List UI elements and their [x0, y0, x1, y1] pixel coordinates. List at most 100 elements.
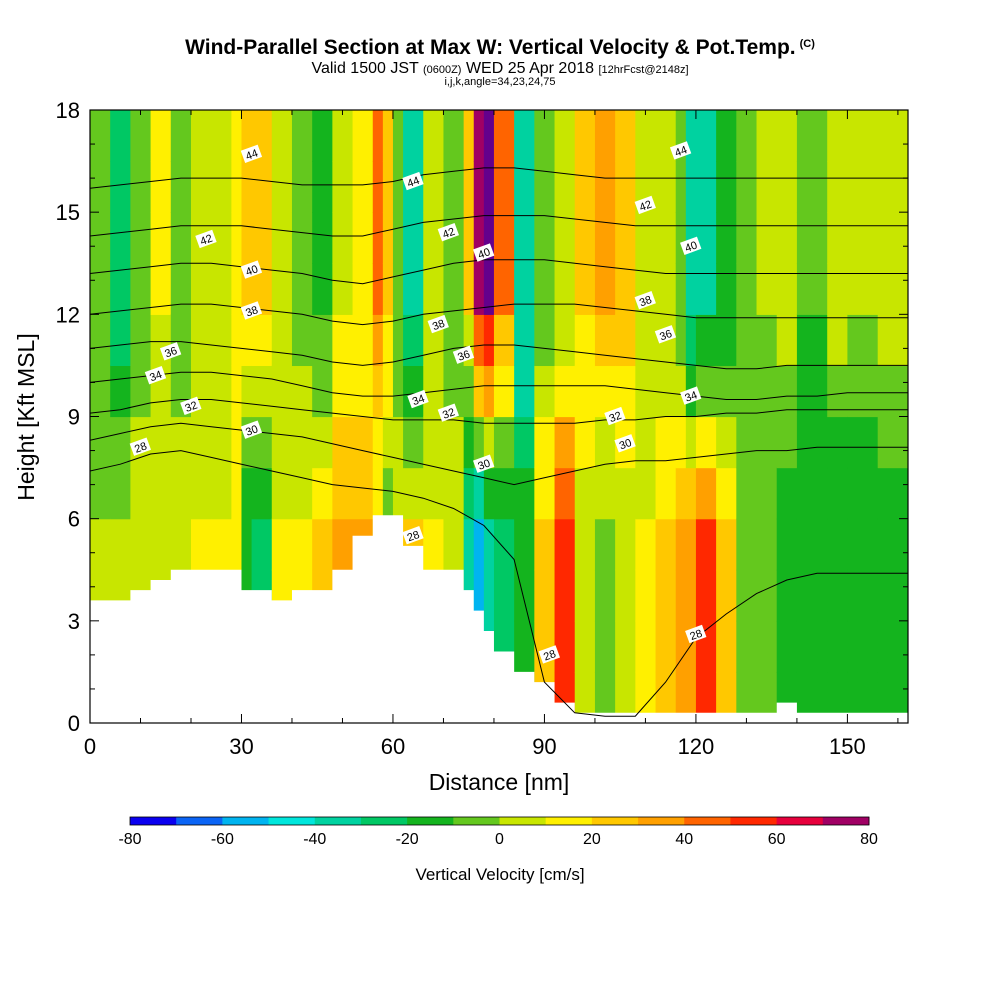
velocity-cell	[514, 569, 535, 622]
velocity-cell	[352, 212, 374, 264]
velocity-cell	[675, 263, 687, 315]
isentrope-34	[90, 371, 908, 400]
velocity-cell	[150, 212, 172, 264]
velocity-cell	[776, 416, 798, 469]
velocity-cell	[392, 110, 404, 162]
velocity-cell	[110, 314, 131, 367]
velocity-cell	[796, 212, 828, 264]
velocity-cell	[463, 212, 475, 264]
velocity-cell	[382, 110, 394, 162]
contour-label: 32	[604, 406, 626, 426]
velocity-cell	[776, 569, 798, 622]
velocity-cell	[756, 467, 778, 520]
velocity-cell	[443, 110, 465, 162]
velocity-cell	[211, 161, 232, 213]
velocity-cell	[877, 518, 908, 571]
velocity-cell	[110, 110, 131, 162]
contour-label-text: 42	[638, 199, 654, 214]
velocity-cell	[382, 263, 394, 315]
velocity-cell	[827, 671, 849, 723]
velocity-cell	[251, 212, 273, 264]
velocity-cell	[534, 161, 556, 213]
velocity-cell	[655, 569, 677, 622]
velocity-cell	[483, 365, 495, 418]
contour-label-text: 44	[673, 144, 689, 159]
velocity-cell	[423, 518, 445, 571]
velocity-cell	[463, 518, 475, 571]
velocity-cell	[291, 467, 313, 520]
velocity-cell	[716, 365, 737, 418]
valid-utc: (0600Z)	[422, 64, 462, 76]
velocity-cell	[756, 263, 778, 315]
velocity-cell	[796, 263, 828, 315]
velocity-cell	[695, 110, 717, 162]
velocity-cell	[736, 161, 758, 213]
colorbar: -80 -60 -40 -20 0 20 40 60 80	[118, 816, 878, 848]
velocity-cell	[574, 518, 596, 571]
velocity-cell	[443, 416, 465, 469]
velocity-cell	[695, 365, 717, 418]
velocity-cell	[110, 263, 131, 315]
contour-label-text: 34	[148, 369, 164, 384]
velocity-cell	[574, 569, 596, 622]
contour-label-bg	[685, 624, 707, 644]
contour-label-text: 38	[431, 318, 447, 333]
velocity-cell	[655, 671, 677, 723]
contour-label: 38	[634, 291, 656, 310]
velocity-cell	[877, 212, 908, 264]
velocity-cell	[685, 212, 697, 264]
velocity-cell	[594, 671, 616, 723]
velocity-cell	[796, 161, 828, 213]
velocity-cell	[473, 467, 485, 520]
velocity-cell	[716, 569, 737, 622]
velocity-cell	[372, 365, 384, 418]
velocity-cell	[90, 416, 111, 469]
velocity-cell	[615, 212, 636, 264]
velocity-cell	[463, 467, 475, 520]
velocity-cell	[776, 110, 798, 162]
velocity-cell	[514, 314, 535, 367]
contour-label-text: 44	[406, 175, 422, 190]
velocity-cell	[110, 416, 131, 469]
velocity-cell	[291, 416, 313, 469]
velocity-cell	[756, 620, 778, 673]
velocity-cell	[635, 314, 657, 367]
velocity-cell	[170, 110, 192, 162]
contour-label-bg	[195, 229, 217, 249]
velocity-cell	[463, 314, 475, 367]
velocity-cell	[493, 416, 515, 469]
grid-info: i,j,k,angle=34,23,24,75	[444, 76, 556, 88]
velocity-cell	[483, 161, 495, 213]
velocity-cell	[473, 569, 485, 622]
velocity-cell	[130, 161, 152, 213]
contour-label-bg	[614, 434, 636, 453]
velocity-cell	[130, 110, 152, 162]
velocity-cell	[463, 110, 475, 162]
colorbar-swatch	[684, 817, 731, 825]
velocity-cell	[473, 212, 485, 264]
colorbar-tick-label: 80	[860, 831, 878, 848]
velocity-cell	[291, 212, 313, 264]
colorbar-swatch	[638, 817, 685, 825]
x-tick-label: 150	[829, 734, 866, 759]
velocity-cell	[423, 161, 445, 213]
velocity-cell	[776, 263, 798, 315]
velocity-cell	[130, 314, 152, 367]
contour-label-bg	[680, 386, 702, 405]
velocity-cell	[615, 569, 636, 622]
velocity-cell	[635, 212, 657, 264]
contour-label: 40	[473, 243, 495, 262]
velocity-cell	[574, 671, 596, 723]
velocity-cell	[796, 416, 828, 469]
contour-label-bg	[473, 243, 495, 262]
velocity-cell	[382, 212, 394, 264]
velocity-cell	[483, 314, 495, 367]
velocity-cell	[130, 212, 152, 264]
velocity-cell	[241, 467, 253, 520]
velocity-cell	[736, 212, 758, 264]
colorbar-swatch	[222, 817, 270, 825]
velocity-cell	[231, 365, 243, 418]
velocity-cell	[352, 263, 374, 315]
contour-label-bg	[437, 222, 460, 242]
contour-label-text: 38	[638, 294, 654, 309]
